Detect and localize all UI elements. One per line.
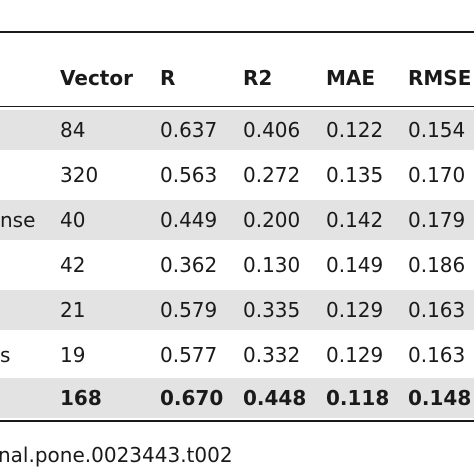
mae-cell: 0.129	[326, 298, 384, 322]
vector-cell: 40	[60, 208, 86, 232]
mae-cell: 0.135	[326, 163, 384, 187]
mae-cell: 0.149	[326, 253, 384, 277]
column-header-r: R	[160, 66, 176, 90]
vector-cell: 21	[60, 298, 86, 322]
table-row: 84 0.637 0.406 0.122 0.154	[0, 110, 474, 150]
r-cell: 0.449	[160, 208, 218, 232]
vector-cell: 42	[60, 253, 86, 277]
rmse-cell: 0.163	[408, 343, 466, 367]
table-header-row: Vector R R2 MAE RMSE	[0, 58, 474, 98]
vector-cell: 320	[60, 163, 99, 187]
table-row: 320 0.563 0.272 0.135 0.170	[0, 155, 474, 195]
rmse-cell: 0.186	[408, 253, 466, 277]
r-cell: 0.362	[160, 253, 218, 277]
r-cell: 0.579	[160, 298, 218, 322]
vector-cell: 84	[60, 118, 86, 142]
column-header-mae: MAE	[326, 66, 376, 90]
r-cell: 0.577	[160, 343, 218, 367]
rmse-cell: 0.179	[408, 208, 466, 232]
table-header-rule	[0, 106, 474, 107]
mae-cell: 0.142	[326, 208, 384, 232]
table-row: 42 0.362 0.130 0.149 0.186	[0, 245, 474, 285]
mae-cell: 0.122	[326, 118, 384, 142]
table-row: nse 40 0.449 0.200 0.142 0.179	[0, 200, 474, 240]
table-top-rule	[0, 31, 474, 33]
table-row: 21 0.579 0.335 0.129 0.163	[0, 290, 474, 330]
r2-cell: 0.406	[243, 118, 301, 142]
r2-cell: 0.335	[243, 298, 301, 322]
r-cell: 0.637	[160, 118, 218, 142]
table-row-total: 168 0.670 0.448 0.118 0.148	[0, 378, 474, 418]
r2-cell: 0.332	[243, 343, 301, 367]
vector-cell: 168	[60, 386, 102, 410]
row-name-cell: nse	[0, 208, 36, 232]
rmse-cell: 0.154	[408, 118, 466, 142]
rmse-cell: 0.170	[408, 163, 466, 187]
table-bottom-rule	[0, 420, 474, 422]
rmse-cell: 0.148	[408, 386, 472, 410]
r-cell: 0.563	[160, 163, 218, 187]
r2-cell: 0.200	[243, 208, 301, 232]
r2-cell: 0.272	[243, 163, 301, 187]
doi-caption: nal.pone.0023443.t002	[0, 443, 233, 467]
column-header-vector: Vector	[60, 66, 133, 90]
row-name-cell: s	[0, 343, 11, 367]
table-row: s 19 0.577 0.332 0.129 0.163	[0, 335, 474, 375]
column-header-rmse: RMSE	[408, 66, 472, 90]
column-header-r2: R2	[243, 66, 273, 90]
mae-cell: 0.129	[326, 343, 384, 367]
mae-cell: 0.118	[326, 386, 390, 410]
r2-cell: 0.448	[243, 386, 307, 410]
vector-cell: 19	[60, 343, 86, 367]
rmse-cell: 0.163	[408, 298, 466, 322]
r-cell: 0.670	[160, 386, 224, 410]
r2-cell: 0.130	[243, 253, 301, 277]
